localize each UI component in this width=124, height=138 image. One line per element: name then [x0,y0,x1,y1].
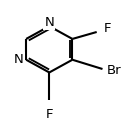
Text: Br: Br [107,64,122,77]
Text: N: N [44,15,54,29]
Text: F: F [46,108,53,121]
Text: N: N [14,53,24,66]
Text: F: F [104,22,111,35]
